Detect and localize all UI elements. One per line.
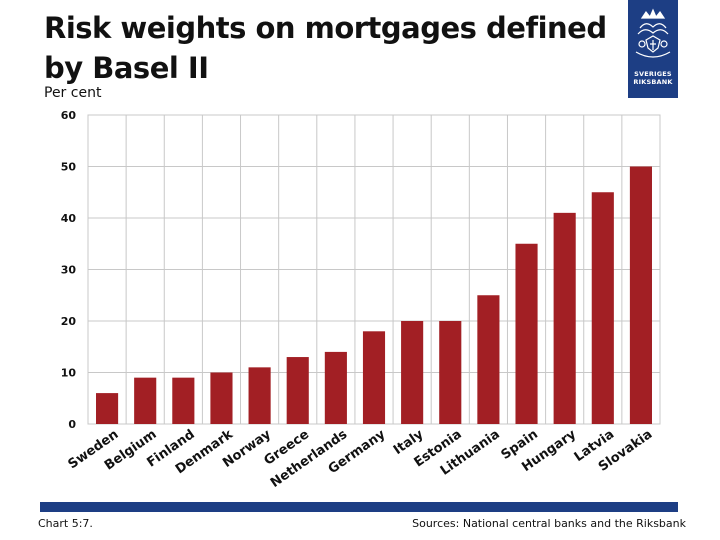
page-title: Risk weights on mortgages defined by Bas… [44,11,607,85]
bar [248,367,271,424]
bar [477,295,500,424]
y-tick-label: 40 [61,212,77,225]
sources-note: Sources: National central banks and the … [412,517,686,530]
bar [629,166,652,424]
bar [134,377,157,424]
logo-text-line2: RIKSBANK [633,78,673,86]
bar [362,331,386,424]
y-tick-label: 50 [61,161,77,174]
bar [439,321,462,424]
riksbank-crest-icon [635,8,671,58]
y-tick-label: 60 [61,109,77,122]
bar [210,372,233,424]
footer-bar [40,502,678,512]
unit-label: Per cent [44,85,102,101]
bar [172,377,195,424]
y-tick-label: 20 [61,315,77,328]
bar-chart: 0102030405060SwedenBelgiumFinlandDenmark… [61,109,661,491]
bar [401,321,424,424]
bar [591,192,614,424]
bar [286,357,309,424]
bar [553,212,576,424]
bar [96,393,119,424]
chart-number: Chart 5:7. [38,517,93,530]
bar [515,243,538,424]
y-tick-label: 10 [61,367,77,380]
logo-text-line1: SVERIGES [634,70,672,78]
y-tick-label: 0 [68,418,76,431]
bar [324,351,347,424]
y-tick-label: 30 [61,264,77,277]
riksbank-logo: SVERIGES RIKSBANK [628,0,678,98]
